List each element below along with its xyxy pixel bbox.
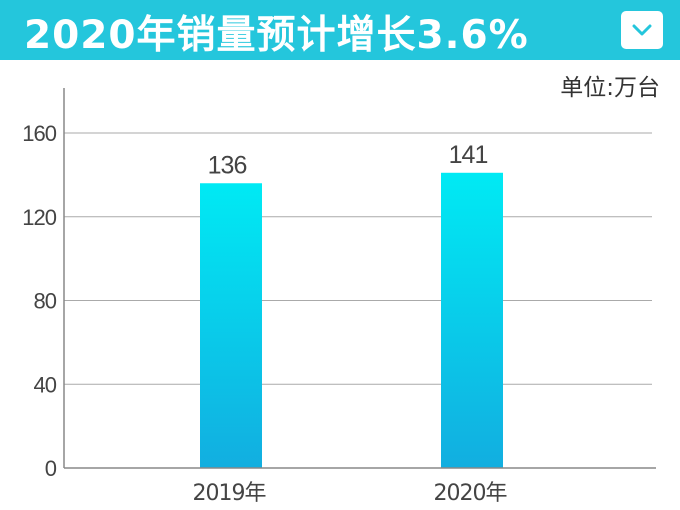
bar-1 xyxy=(441,172,503,468)
grid-lines xyxy=(64,132,652,385)
y-tick-label-40: 40 xyxy=(34,372,57,397)
bars xyxy=(200,172,503,468)
y-tick-label-0: 0 xyxy=(45,456,57,481)
bar-0 xyxy=(200,183,262,468)
unit-label: 单位:万台 xyxy=(560,75,660,101)
chevron-down-icon xyxy=(632,24,652,36)
page-title: 2020年销量预计增长3.6% xyxy=(24,13,529,58)
x-tick-label-0: 2019年 xyxy=(193,481,266,506)
data-label-1: 141 xyxy=(449,141,488,169)
axes xyxy=(63,88,656,469)
title-bar: 2020年销量预计增长3.6% xyxy=(0,0,680,60)
x-tick-label-1: 2020年 xyxy=(434,481,507,506)
dropdown-button[interactable] xyxy=(621,11,663,49)
y-tick-label-120: 120 xyxy=(22,205,56,230)
y-tick-label-80: 80 xyxy=(34,289,57,314)
y-tick-label-160: 160 xyxy=(22,121,56,146)
labels: 0 40 80 120 160 136 2019年 141 2020年 xyxy=(22,121,507,506)
data-label-0: 136 xyxy=(208,151,247,179)
